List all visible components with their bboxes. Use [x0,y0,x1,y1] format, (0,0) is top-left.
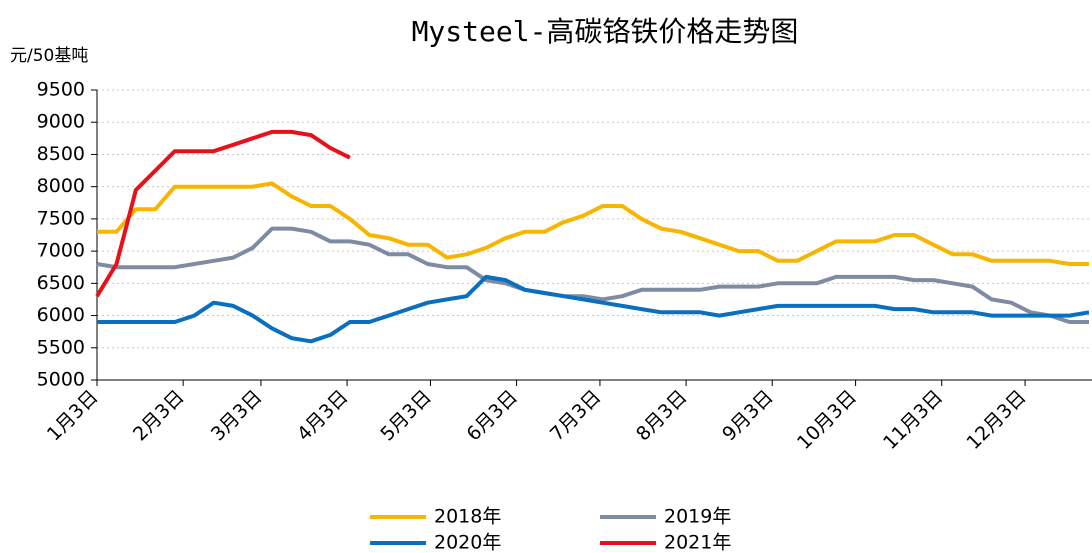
y-tick-label: 9000 [37,111,85,133]
x-tick-label: 10月3日 [793,386,861,454]
x-tick-label: 1月3日 [43,386,103,446]
legend-label: 2019年 [664,506,731,528]
y-tick-label: 6500 [37,272,85,294]
x-tick-label: 11月3日 [879,386,947,454]
series-line [95,129,351,298]
x-tick-label: 9月3日 [718,386,778,446]
series-line [96,226,1089,324]
y-tick-label: 8000 [37,175,85,197]
y-tick-label: 8500 [37,143,85,165]
legend-label: 2018年 [434,506,501,528]
x-tick-label: 5月3日 [376,386,436,446]
series-line [97,181,1089,266]
y-tick-label: 5000 [37,369,85,391]
y-tick-label: 5500 [37,336,85,358]
y-tick-label: 7000 [37,240,85,262]
y-axis-label: 元/50基吨 [10,46,88,66]
x-tick-label: 4月3日 [293,386,353,446]
series-line [97,274,1090,344]
x-tick-label: 7月3日 [546,386,606,446]
legend-label: 2020年 [434,532,501,553]
x-tick-label: 2月3日 [129,386,189,446]
x-tick-label: 6月3日 [462,386,522,446]
chart-title: Mysteel-高碳铬铁价格走势图 [412,15,799,48]
y-tick-label: 7500 [37,207,85,229]
y-tick-label: 9500 [37,79,85,101]
x-tick-label: 12月3日 [962,386,1030,454]
legend-label: 2021年 [664,532,731,553]
y-tick-label: 6000 [37,304,85,326]
x-tick-label: 8月3日 [632,386,692,446]
x-tick-label: 3月3日 [207,386,267,446]
